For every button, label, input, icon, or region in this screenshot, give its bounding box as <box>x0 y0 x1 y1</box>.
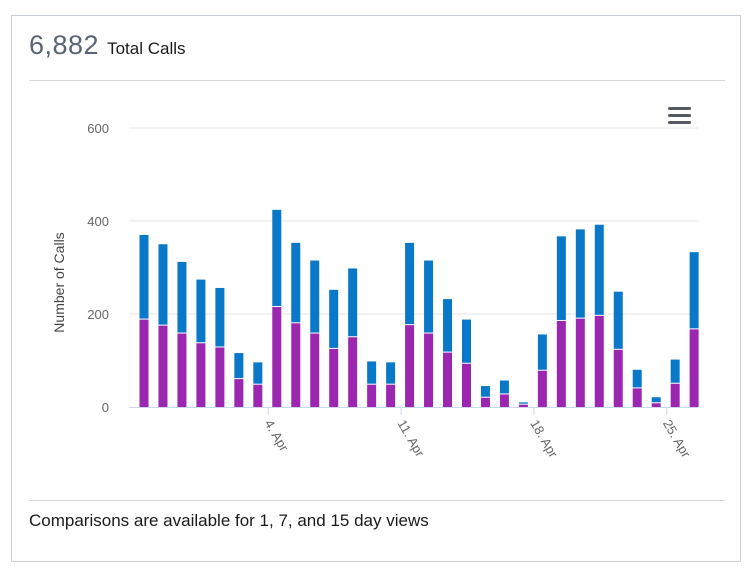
x-tick-label: 11. Apr <box>394 417 427 460</box>
bar-top-segment <box>310 260 320 333</box>
bar-top-segment <box>689 252 699 329</box>
bar-top-segment <box>386 362 396 384</box>
bar-top-segment <box>234 353 244 379</box>
x-tick-label: 18. Apr <box>527 417 561 461</box>
bar-bottom-segment <box>234 379 244 407</box>
chart-menu-icon[interactable] <box>668 107 692 129</box>
bar-bottom-segment <box>329 348 339 407</box>
bar-bottom-segment <box>518 404 528 407</box>
bar-bottom-segment <box>253 384 263 407</box>
bar-top-segment <box>253 362 263 384</box>
bar-bottom-segment <box>139 319 149 407</box>
bar-top-segment <box>556 236 566 320</box>
menu-line <box>668 114 691 117</box>
y-tick-label: 200 <box>87 307 109 322</box>
bar-bottom-segment <box>480 397 490 407</box>
bar-bottom-segment <box>651 403 661 407</box>
bar-top-segment <box>424 260 434 333</box>
bar-top-segment <box>329 289 339 348</box>
bar-top-segment <box>594 224 604 315</box>
bar-top-segment <box>215 287 225 347</box>
bar-top-segment <box>670 359 680 383</box>
menu-line <box>668 121 691 124</box>
bar-top-segment <box>499 380 509 394</box>
bar-top-segment <box>196 279 206 343</box>
bar-top-segment <box>461 319 471 363</box>
bar-bottom-segment <box>158 325 168 407</box>
bar-bottom-segment <box>348 337 358 407</box>
bar-bottom-segment <box>177 333 187 407</box>
bar-bottom-segment <box>499 394 509 407</box>
header-divider <box>29 80 725 81</box>
bar-top-segment <box>480 386 490 397</box>
y-tick-label: 600 <box>87 121 109 136</box>
bar-bottom-segment <box>386 384 396 407</box>
bar-bottom-segment <box>575 318 585 407</box>
x-tick-label: 25. Apr <box>660 417 694 461</box>
y-tick-label: 0 <box>102 400 109 415</box>
bar-top-segment <box>291 242 301 323</box>
bar-bottom-segment <box>272 307 282 407</box>
footer-divider <box>29 500 725 501</box>
bar-top-segment <box>405 242 415 325</box>
bar-top-segment <box>651 397 661 403</box>
total-calls-card: 6,882 Total Calls 0 200 400 600 Number of Ca… <box>11 15 741 562</box>
total-calls-value: 6,882 <box>29 30 100 60</box>
bar-bottom-segment <box>689 329 699 407</box>
bar-top-segment <box>272 209 282 307</box>
bar-bottom-segment <box>424 333 434 407</box>
bar-bottom-segment <box>310 333 320 407</box>
x-tick-label: 4. Apr <box>262 417 292 454</box>
bar-top-segment <box>537 334 547 370</box>
bar-top-segment <box>613 291 623 349</box>
y-axis-title: Number of Calls <box>51 232 67 332</box>
bar-top-segment <box>575 229 585 318</box>
menu-line <box>668 107 691 110</box>
bar-bottom-segment <box>594 315 604 407</box>
bar-bottom-segment <box>215 347 225 407</box>
total-calls-label: Total Calls <box>107 39 186 58</box>
bar-bottom-segment <box>405 325 415 407</box>
bar-top-segment <box>177 261 187 333</box>
bar-bottom-segment <box>461 363 471 407</box>
y-tick-label: 400 <box>87 214 109 229</box>
bar-top-segment <box>158 244 168 325</box>
card-header: 6,882 Total Calls <box>29 30 186 61</box>
bar-top-segment <box>632 369 642 388</box>
bar-top-segment <box>348 268 358 337</box>
bar-bottom-segment <box>196 343 206 407</box>
bar-bottom-segment <box>367 384 377 407</box>
bar-top-segment <box>518 402 528 404</box>
bar-top-segment <box>367 361 377 384</box>
bar-bottom-segment <box>632 388 642 407</box>
bar-top-segment <box>139 234 149 319</box>
bar-bottom-segment <box>556 320 566 407</box>
bar-top-segment <box>443 299 453 352</box>
bar-bottom-segment <box>537 370 547 407</box>
comparisons-note: Comparisons are available for 1, 7, and … <box>29 511 429 530</box>
calls-chart: 0 200 400 600 Number of Calls 4. Apr 11. Apr 18… <box>51 121 699 461</box>
bar-bottom-segment <box>443 352 453 407</box>
bar-bottom-segment <box>613 349 623 407</box>
bar-bottom-segment <box>291 323 301 407</box>
bar-bottom-segment <box>670 383 680 407</box>
